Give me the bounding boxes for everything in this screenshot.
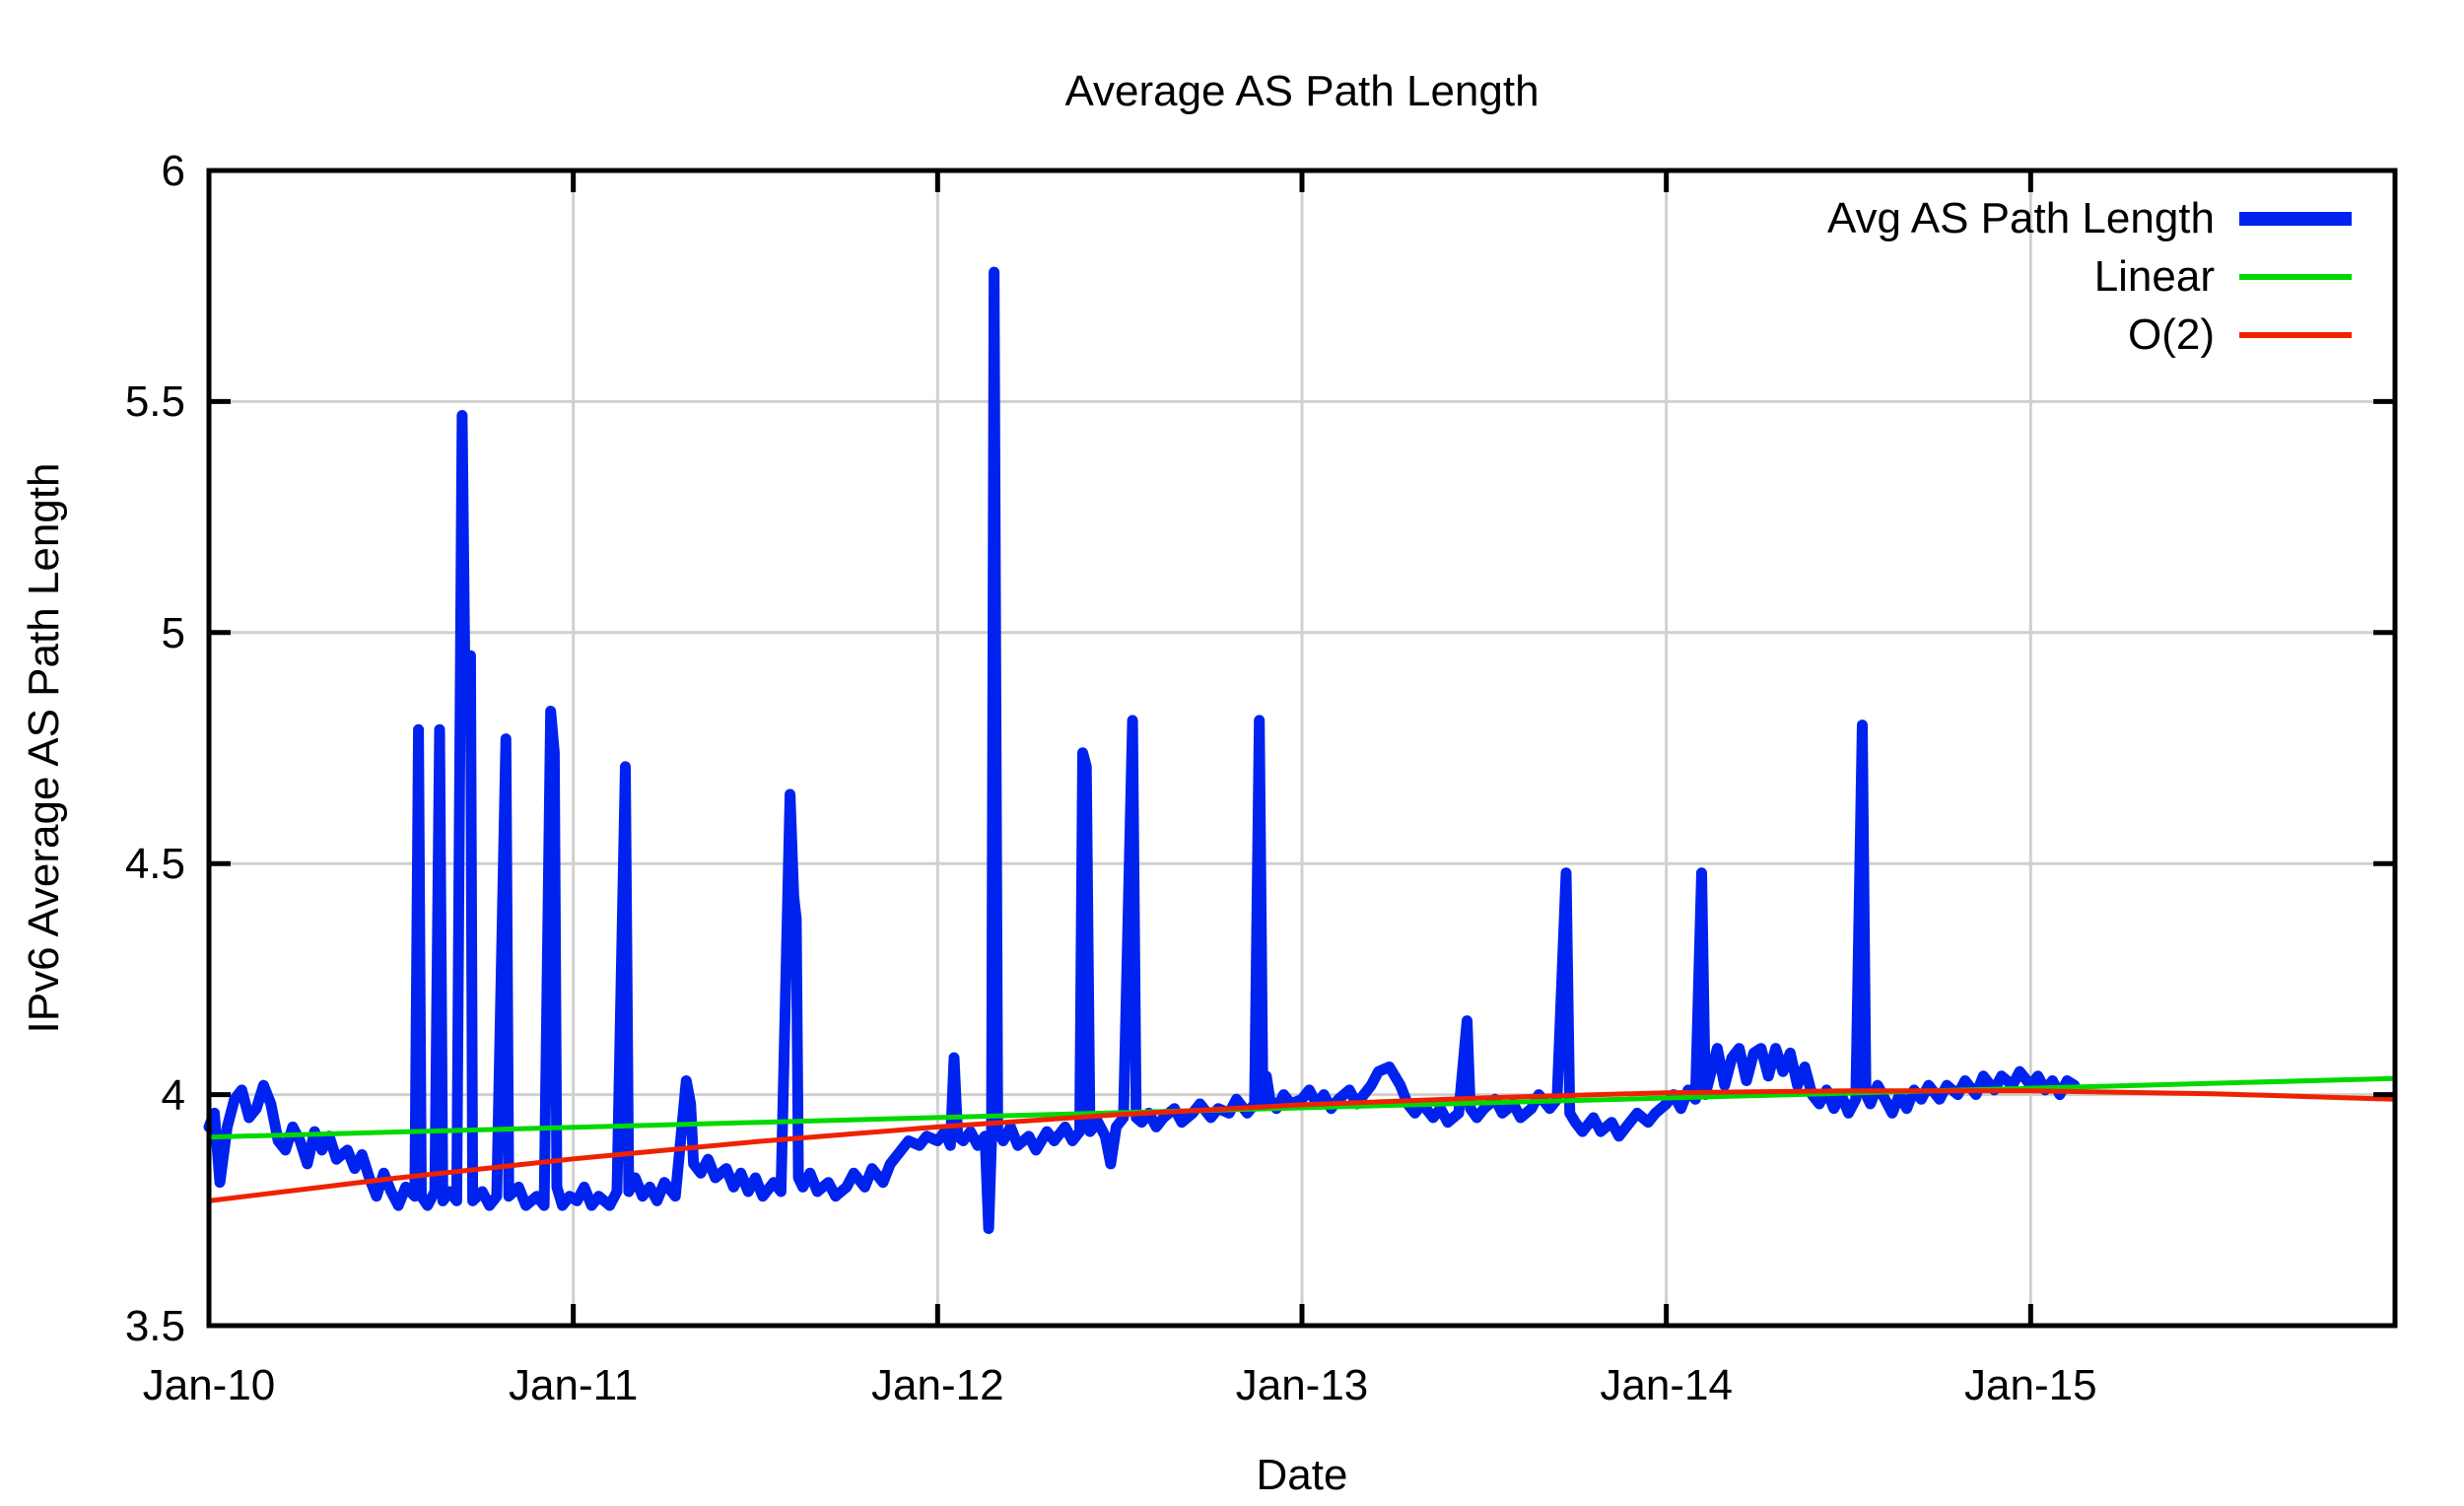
x-tick-label: Jan-11 xyxy=(509,1361,639,1409)
x-tick-label: Jan-13 xyxy=(1235,1361,1369,1409)
series-avg-as-path-length xyxy=(203,266,2081,1235)
y-tick-label: 3.5 xyxy=(124,1302,185,1350)
x-tick-label: Jan-15 xyxy=(1964,1361,2097,1409)
legend-line-sample xyxy=(2239,212,2352,226)
legend-line-sample xyxy=(2239,332,2352,338)
chart-title: Average AS Path Length xyxy=(1064,67,1540,115)
x-axis-label: Date xyxy=(1256,1451,1348,1499)
y-tick-label: 5 xyxy=(161,608,185,657)
y-tick-label: 4.5 xyxy=(124,840,185,889)
y-tick-label: 4 xyxy=(161,1070,185,1120)
legend-line-sample xyxy=(2239,274,2352,280)
legend-label: O(2) xyxy=(2128,310,2215,359)
y-tick-label: 5.5 xyxy=(124,377,185,427)
legend-label: Linear xyxy=(2093,252,2215,301)
x-tick-label: Jan-10 xyxy=(142,1361,276,1409)
legend-label: Avg AS Path Length xyxy=(1826,194,2215,242)
series-o-2- xyxy=(206,1088,2398,1203)
y-axis-label: IPv6 Average AS Path Length xyxy=(20,462,68,1034)
y-tick-label: 6 xyxy=(161,147,185,195)
x-tick-label: Jan-12 xyxy=(871,1361,1004,1409)
series-linear xyxy=(206,1075,2398,1140)
x-tick-label: Jan-14 xyxy=(1600,1361,1733,1409)
